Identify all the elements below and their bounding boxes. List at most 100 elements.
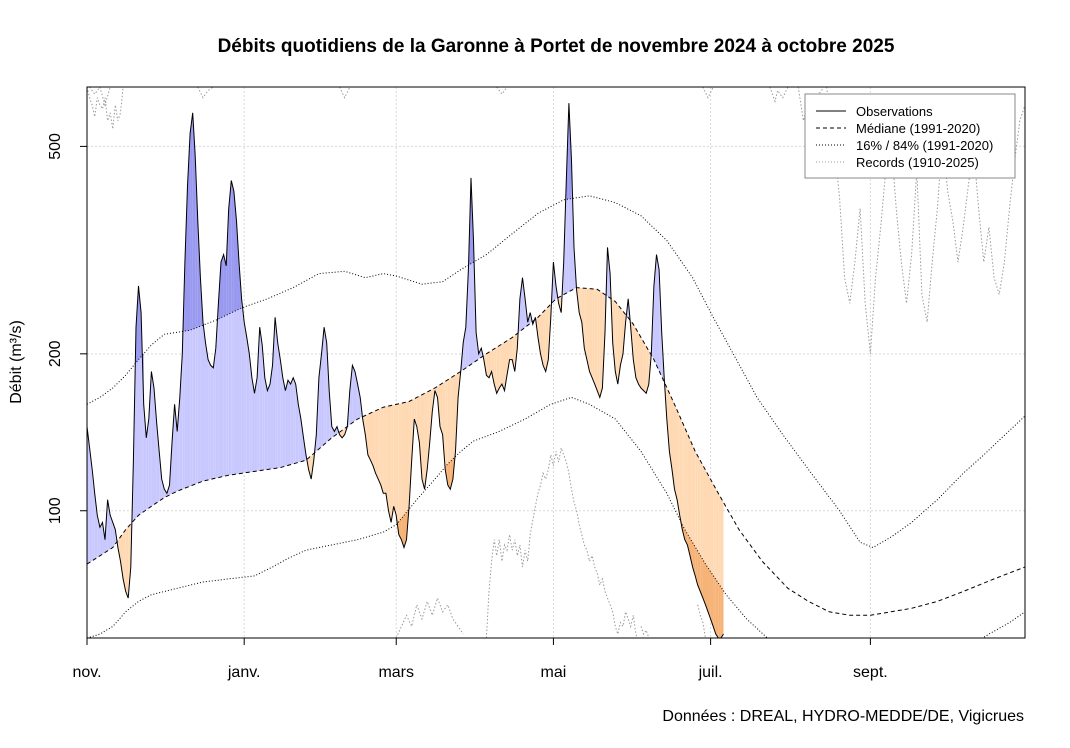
legend: Observations Médiane (1991-2020) 16% / 8… bbox=[804, 93, 1016, 179]
observations-line-group bbox=[87, 103, 724, 638]
fill-above-median bbox=[275, 317, 278, 469]
fill-below-16pct bbox=[447, 461, 451, 490]
fill-above-median bbox=[210, 365, 214, 480]
fill-below-median bbox=[666, 387, 670, 452]
fill-below-median bbox=[489, 350, 492, 378]
fill-below-median bbox=[677, 410, 680, 516]
fill-above-median bbox=[282, 377, 286, 467]
fill-below-median bbox=[635, 328, 639, 385]
fill-above-median bbox=[267, 384, 270, 470]
fill-above-median bbox=[241, 298, 245, 474]
quantile-16-line bbox=[87, 396, 1025, 638]
fill-above-84pct bbox=[236, 220, 239, 311]
fill-above-84pct bbox=[223, 254, 227, 317]
fill-above-median bbox=[326, 342, 330, 443]
fill-above-median bbox=[298, 404, 301, 463]
fill-above-median bbox=[172, 404, 175, 494]
y-axis: 100 200 500 bbox=[47, 133, 87, 524]
fill-below-median bbox=[545, 306, 549, 372]
fill-above-median bbox=[254, 377, 258, 472]
fill-below-median bbox=[599, 291, 603, 398]
fill-above-median bbox=[478, 348, 482, 360]
fill-below-median bbox=[509, 337, 513, 360]
fill-above-median bbox=[99, 522, 103, 556]
fill-above-84pct bbox=[138, 285, 142, 360]
fill-below-16pct bbox=[715, 579, 719, 638]
fill-below-16pct bbox=[708, 567, 711, 619]
fill-below-16pct bbox=[697, 551, 701, 592]
fill-above-84pct bbox=[184, 185, 188, 331]
y-axis-title: Débit (m³/s) bbox=[8, 320, 25, 404]
fill-below-median bbox=[646, 346, 649, 394]
fill-below-16pct bbox=[450, 458, 453, 490]
fill-above-median bbox=[177, 397, 180, 492]
fill-above-median bbox=[321, 327, 325, 447]
fill-below-median bbox=[123, 529, 126, 592]
fill-below-median bbox=[612, 299, 616, 372]
fill-below-median bbox=[690, 439, 693, 567]
fill-above-median bbox=[324, 327, 327, 445]
fill-below-median bbox=[422, 393, 425, 490]
fill-above-median bbox=[656, 254, 660, 371]
fill-below-16pct bbox=[690, 538, 693, 567]
fill-above-median bbox=[280, 359, 283, 468]
x-tick-label: mars bbox=[378, 664, 414, 681]
fill-below-median bbox=[586, 288, 590, 372]
x-tick-label: sept. bbox=[853, 664, 888, 681]
fill-above-median bbox=[300, 419, 304, 462]
records-line bbox=[797, 87, 825, 121]
fill-above-median bbox=[246, 337, 250, 473]
fill-above-84pct bbox=[226, 208, 229, 316]
fill-below-median bbox=[370, 411, 373, 466]
fill-below-median bbox=[393, 404, 397, 516]
fill-below-median bbox=[684, 427, 688, 545]
fill-above-median bbox=[550, 262, 554, 318]
legend-label-quantiles: 16% / 84% (1991-2020) bbox=[856, 138, 993, 153]
x-tick-label: janv. bbox=[227, 664, 261, 681]
fill-below-16pct bbox=[684, 529, 688, 545]
fill-above-median bbox=[522, 277, 526, 330]
fill-below-median bbox=[589, 288, 593, 378]
fill-above-84pct bbox=[228, 180, 232, 315]
fill-above-median bbox=[288, 380, 291, 466]
fill-above-median bbox=[607, 247, 611, 298]
fill-below-median bbox=[540, 312, 544, 366]
fill-above-median bbox=[293, 377, 296, 464]
fill-below-median bbox=[388, 405, 392, 523]
fill-above-median bbox=[463, 327, 466, 370]
fill-below-median bbox=[404, 402, 407, 548]
records-line bbox=[395, 596, 464, 638]
fill-below-median bbox=[375, 409, 379, 480]
fill-below-16pct bbox=[404, 512, 407, 548]
fill-above-median bbox=[213, 348, 216, 479]
fill-below-median bbox=[125, 526, 129, 599]
y-tick-label: 100 bbox=[47, 497, 64, 524]
fill-above-median bbox=[349, 365, 353, 425]
records-line bbox=[485, 445, 638, 638]
fill-below-16pct bbox=[713, 575, 716, 635]
fill-below-16pct bbox=[398, 518, 402, 540]
fill-above-median bbox=[146, 419, 149, 510]
fill-below-16pct bbox=[702, 559, 706, 605]
fill-below-median bbox=[638, 333, 641, 388]
fill-above-84pct bbox=[231, 180, 234, 313]
fill-above-84pct bbox=[192, 112, 196, 330]
fill-below-median bbox=[427, 390, 430, 470]
fill-below-median bbox=[391, 404, 394, 523]
quantile-lines bbox=[87, 195, 1025, 638]
fill-below-median bbox=[120, 533, 124, 579]
fill-above-median bbox=[259, 327, 263, 471]
records-line bbox=[697, 604, 707, 638]
fill-above-median bbox=[92, 469, 95, 561]
fill-above-median bbox=[215, 303, 219, 479]
records-line bbox=[496, 87, 508, 95]
records-line bbox=[197, 87, 214, 99]
fill-above-median bbox=[94, 493, 98, 560]
records-line bbox=[87, 87, 124, 130]
fill-above-median bbox=[352, 365, 355, 423]
fill-below-median bbox=[424, 392, 428, 490]
fill-below-median bbox=[409, 400, 412, 507]
fill-below-median bbox=[682, 422, 685, 540]
plot-area bbox=[86, 86, 1026, 639]
fill-below-median bbox=[416, 396, 420, 443]
